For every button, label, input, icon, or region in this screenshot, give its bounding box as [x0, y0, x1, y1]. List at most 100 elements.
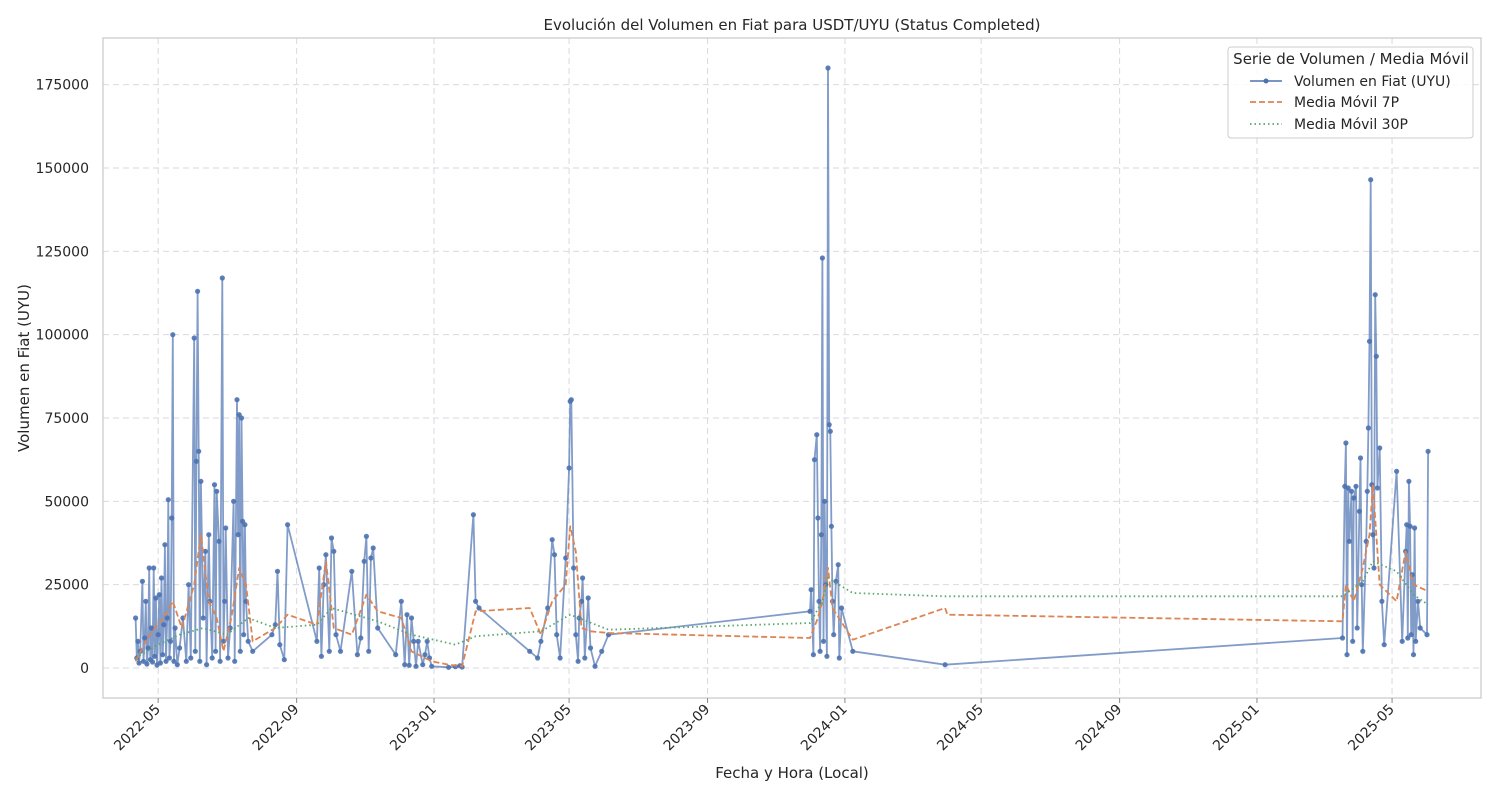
data-point [368, 555, 374, 561]
data-point [538, 638, 544, 644]
data-point [349, 568, 355, 574]
data-point [250, 648, 256, 654]
data-point [1371, 565, 1377, 571]
series-2 [135, 560, 1429, 659]
data-point [183, 658, 189, 664]
data-point [318, 653, 324, 659]
data-point [402, 662, 408, 668]
data-point [188, 655, 194, 661]
plot-series [133, 65, 1431, 670]
data-point [411, 638, 417, 644]
data-point [551, 552, 558, 558]
data-point [942, 662, 948, 668]
data-point [162, 542, 168, 548]
data-point [826, 422, 832, 428]
chart-title: Evolución del Volumen en Fiat para USDT/… [544, 16, 1041, 34]
data-point [819, 255, 826, 261]
data-point [223, 525, 229, 531]
plot-frame [102, 37, 1482, 699]
data-point [166, 655, 172, 661]
data-point [326, 648, 332, 654]
data-point [1348, 488, 1355, 494]
data-point [592, 663, 598, 669]
data-point [170, 332, 176, 338]
data-point [1408, 632, 1414, 638]
data-point [157, 660, 163, 666]
data-point [1424, 632, 1430, 638]
data-point [815, 515, 821, 521]
data-point [191, 335, 197, 341]
data-point [235, 532, 241, 538]
data-point [808, 587, 814, 593]
x-tick-label: 2025-01 [1210, 702, 1263, 755]
data-point [277, 642, 283, 648]
data-point [366, 648, 372, 654]
x-tick-label: 2024-09 [1073, 702, 1126, 755]
data-point [828, 523, 835, 529]
data-point [1354, 625, 1360, 631]
data-point [1366, 338, 1373, 344]
data-point [133, 615, 139, 621]
data-point [241, 632, 247, 638]
data-point [211, 482, 218, 488]
data-point [1406, 478, 1412, 484]
series-line [134, 483, 1429, 668]
data-point [568, 397, 574, 403]
data-point [337, 648, 344, 654]
data-point [172, 625, 178, 631]
data-point [473, 598, 479, 604]
x-tick-label: 2025-05 [1345, 702, 1398, 755]
data-point [1339, 635, 1346, 641]
data-point [1372, 292, 1378, 298]
x-tick-label: 2023-09 [661, 702, 714, 755]
data-point [193, 458, 199, 464]
data-point [146, 565, 152, 571]
data-point [331, 548, 337, 554]
data-point [274, 568, 281, 574]
data-point [333, 632, 339, 638]
data-point [135, 638, 141, 644]
data-point [573, 632, 579, 638]
data-point [1373, 353, 1379, 359]
data-point [398, 598, 404, 604]
data-point [202, 548, 208, 554]
data-point [145, 645, 151, 651]
data-point [136, 660, 142, 666]
data-point [1356, 508, 1362, 514]
data-point [1344, 652, 1350, 658]
data-point [549, 537, 555, 543]
data-point [810, 652, 817, 658]
data-point [825, 65, 831, 71]
data-point [174, 662, 180, 668]
data-point [824, 653, 830, 659]
data-point [237, 648, 243, 654]
data-point [156, 592, 162, 598]
data-point [285, 522, 291, 528]
y-tick-label: 100000 [36, 328, 89, 344]
data-point [206, 532, 212, 538]
data-point [818, 532, 824, 538]
series-0 [133, 65, 1431, 670]
data-point [1370, 532, 1376, 538]
x-axis-title: Fecha y Hora (Local) [715, 764, 869, 782]
data-point [165, 497, 171, 503]
data-point [816, 598, 822, 604]
data-point [836, 655, 842, 661]
data-point [225, 655, 231, 661]
data-point [554, 632, 560, 638]
data-point [476, 605, 482, 611]
data-point [545, 605, 551, 611]
data-point [393, 652, 399, 658]
data-point [272, 622, 278, 628]
data-point [1413, 638, 1419, 644]
data-point [404, 612, 410, 618]
data-point [822, 498, 828, 504]
y-tick-label: 25000 [44, 578, 89, 594]
data-point [171, 658, 177, 664]
data-point [1412, 525, 1418, 531]
y-axis-title: Volumen en Fiat (UYU) [15, 284, 33, 452]
data-point [219, 275, 225, 281]
data-point [1379, 598, 1385, 604]
legend-label-ma30: Media Móvil 30P [1294, 117, 1408, 133]
data-point [169, 515, 175, 521]
